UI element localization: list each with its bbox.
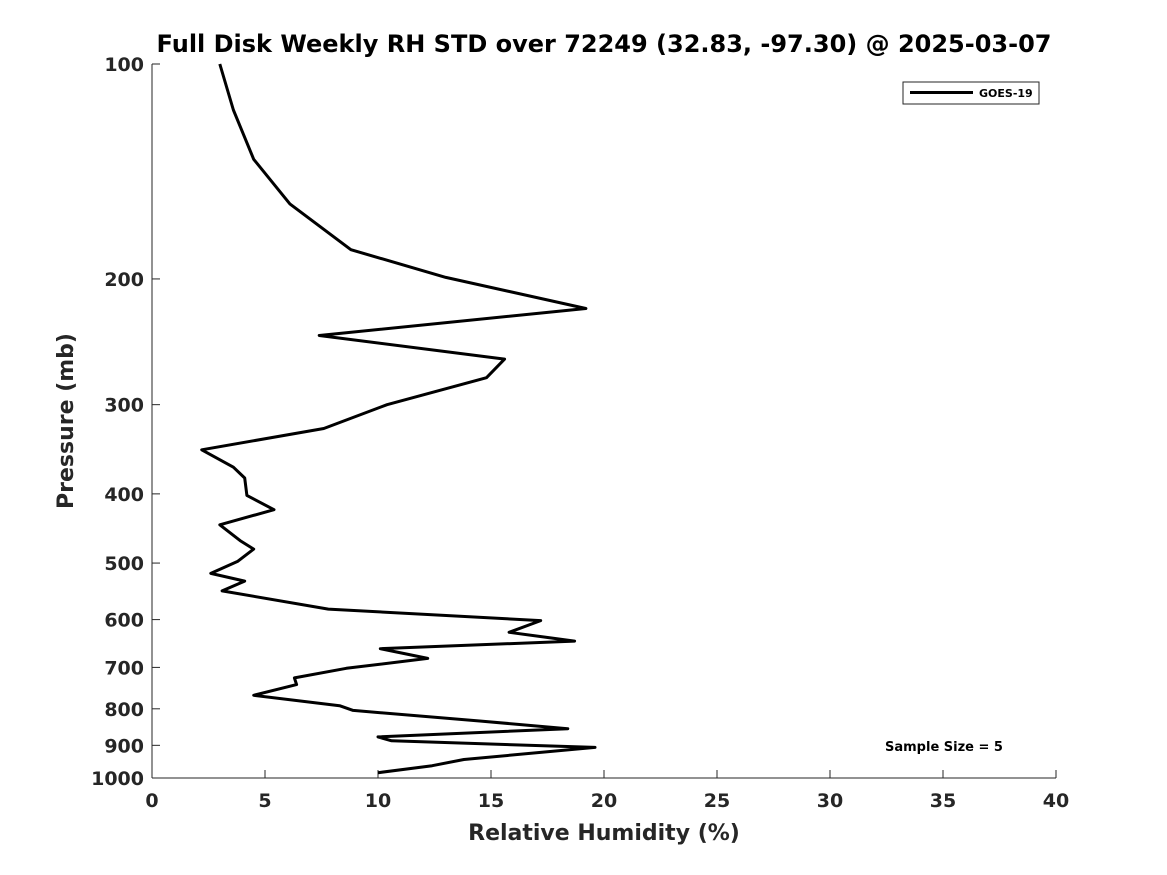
y-tick-label: 800 (104, 699, 144, 721)
legend: GOES-19 (902, 81, 1040, 105)
legend-label-goes-19: GOES-19 (979, 87, 1033, 100)
y-tick-label: 500 (104, 553, 144, 575)
x-tick-label: 30 (817, 790, 843, 812)
series-layer (200, 63, 597, 775)
series-line-goes-19 (200, 63, 597, 775)
y-tick-label: 100 (104, 54, 144, 76)
x-tick-label: 15 (478, 790, 504, 812)
x-tick-label: 35 (930, 790, 956, 812)
y-tick-label: 400 (104, 484, 144, 506)
x-tick-label: 10 (365, 790, 391, 812)
y-tick-label: 1000 (91, 768, 144, 790)
y-tick-label: 300 (104, 395, 144, 417)
x-tick-label: 40 (1043, 790, 1069, 812)
x-tick-label: 0 (145, 790, 158, 812)
y-tick-label: 900 (104, 735, 144, 757)
x-axis-label: Relative Humidity (%) (468, 821, 740, 846)
y-tick-label: 700 (104, 657, 144, 679)
y-tick-label: 200 (104, 269, 144, 291)
y-tick-label: 600 (104, 610, 144, 632)
y-axis-ticks: 100 200 300 400 500 600 700 800 900 1000 (91, 54, 160, 790)
y-axis-label: Pressure (mb) (54, 333, 79, 509)
x-tick-label: 5 (258, 790, 271, 812)
sample-size-annotation: Sample Size = 5 (885, 740, 1003, 755)
x-axis-ticks: 0 5 10 15 20 25 30 35 40 (145, 770, 1069, 812)
x-tick-label: 25 (704, 790, 730, 812)
chart-title: Full Disk Weekly RH STD over 72249 (32.8… (157, 30, 1052, 58)
x-tick-label: 20 (591, 790, 617, 812)
